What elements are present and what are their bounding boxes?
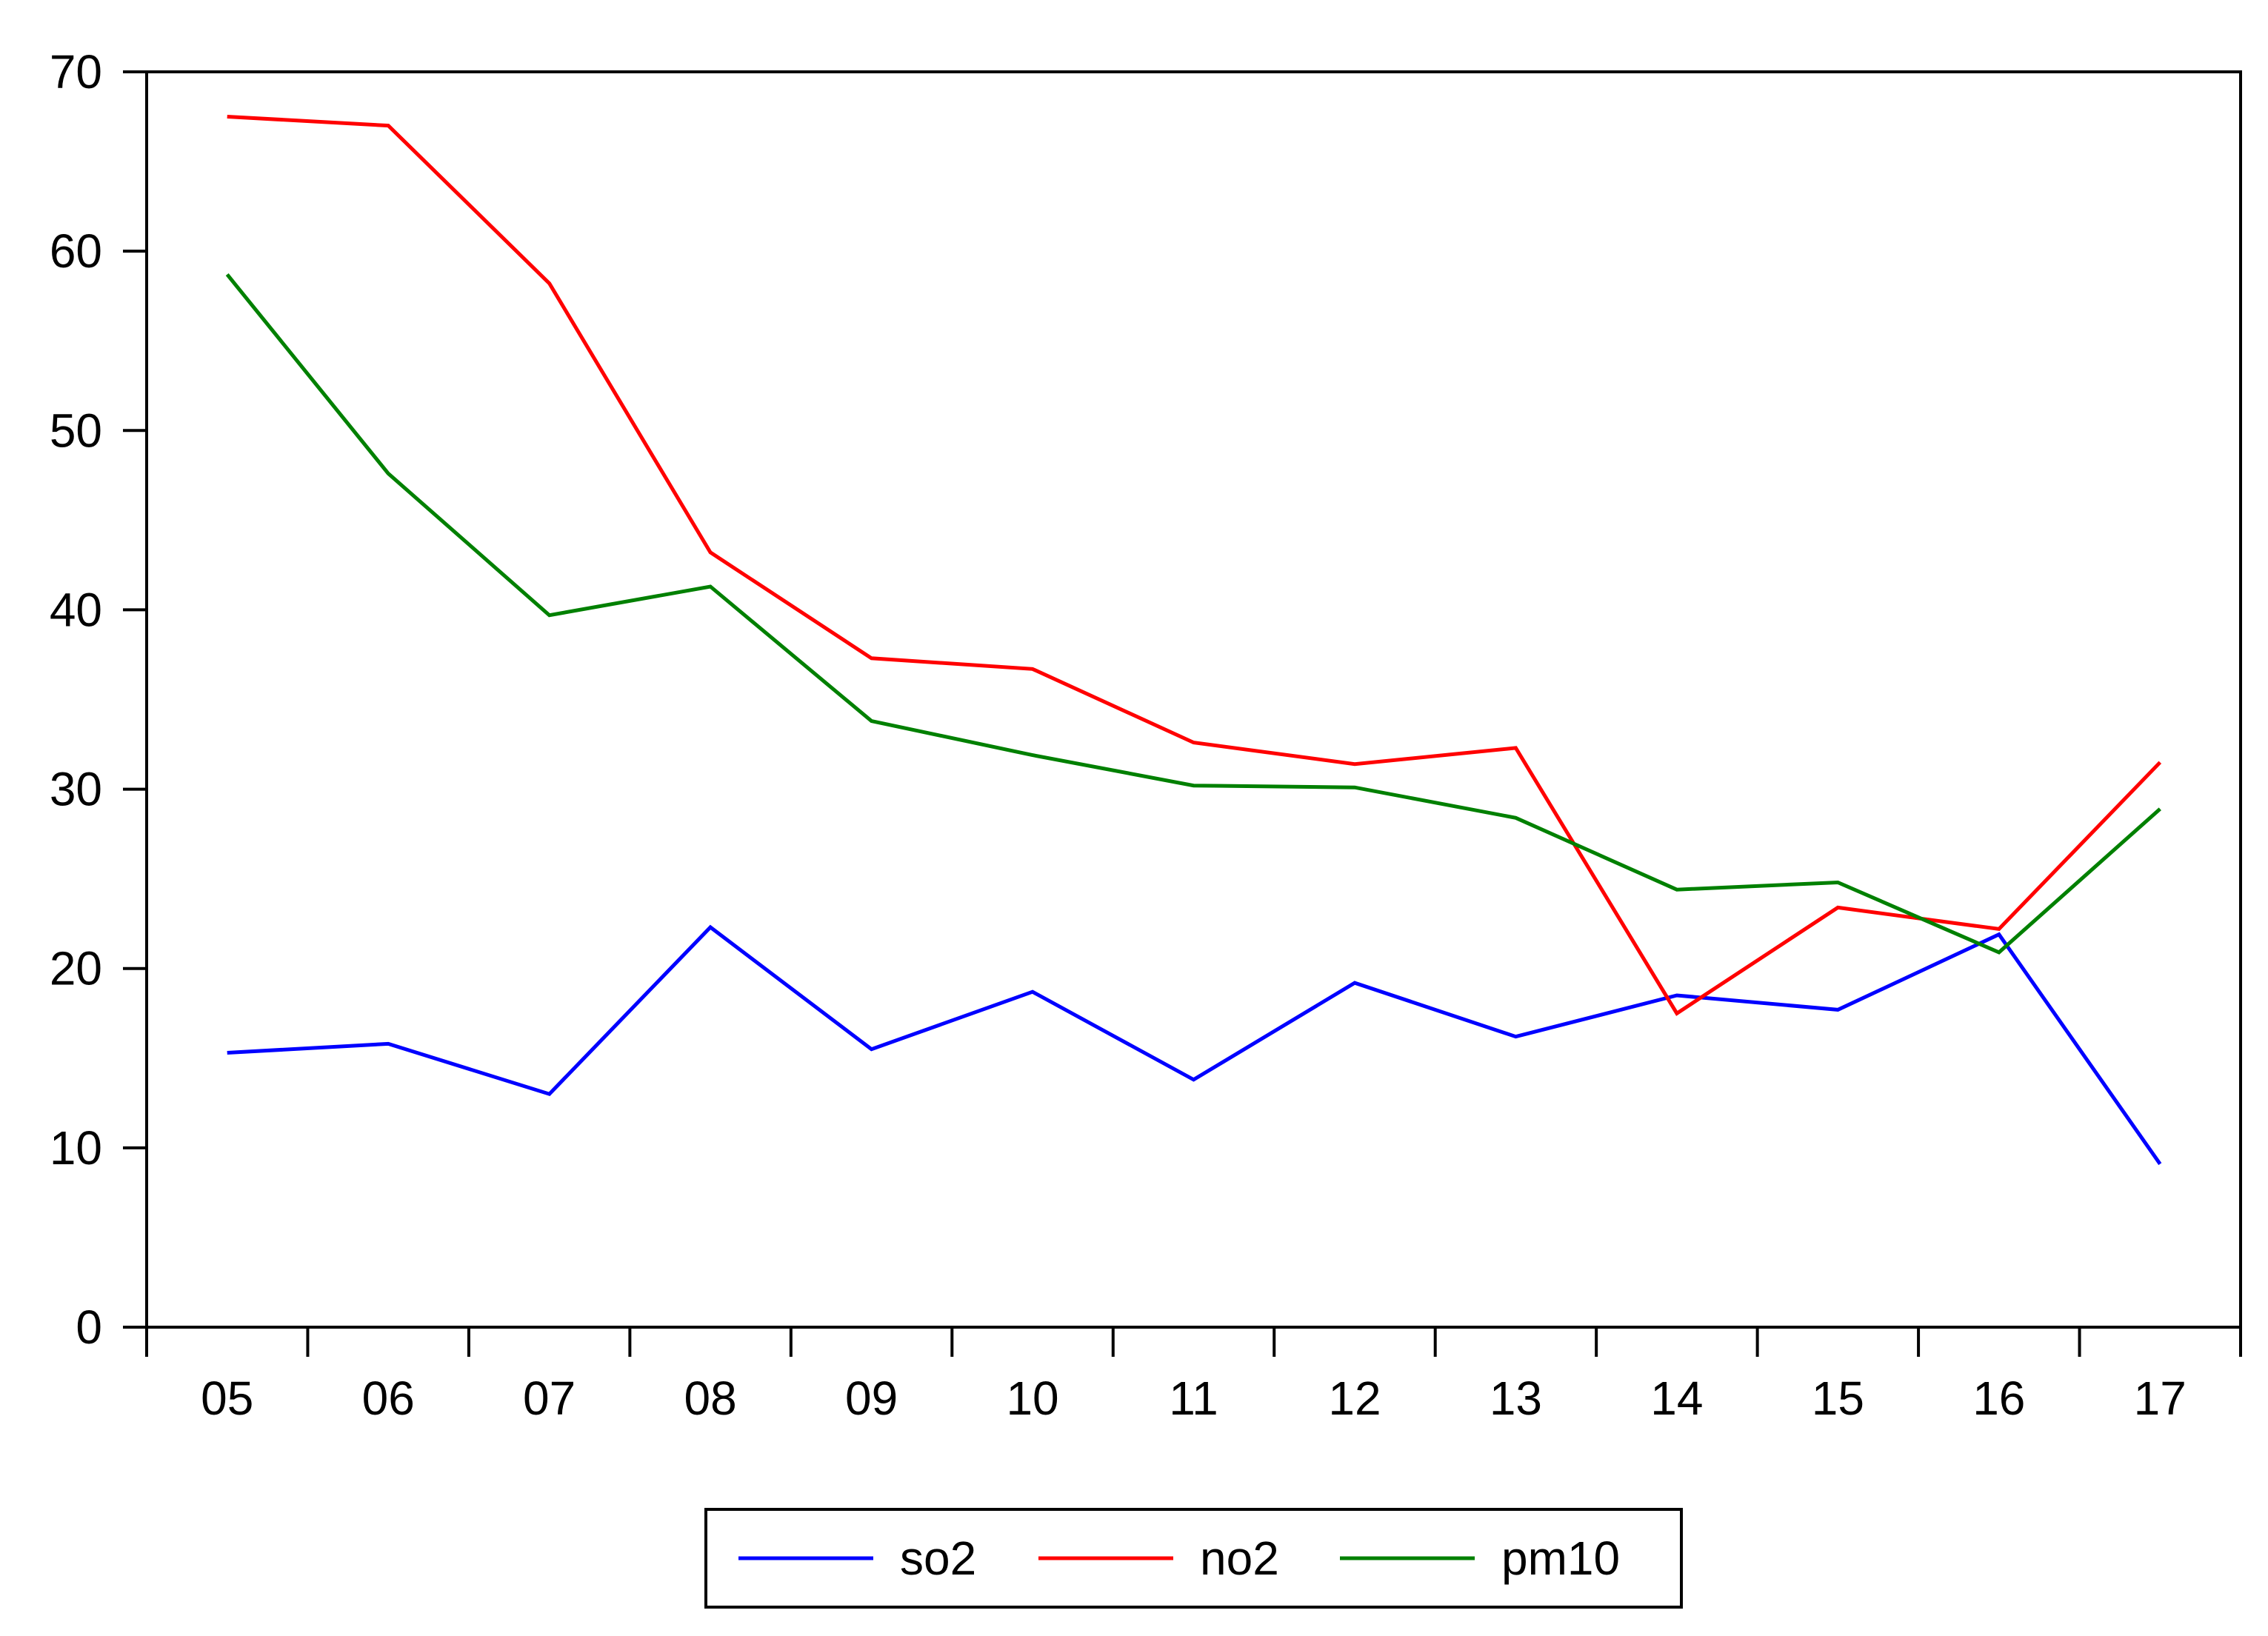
legend-label-so2: so2 xyxy=(900,1532,976,1585)
y-tick-label: 70 xyxy=(50,45,102,99)
x-tick-label: 13 xyxy=(1490,1372,1542,1425)
y-tick-label: 60 xyxy=(50,224,102,278)
x-tick-label: 16 xyxy=(1972,1372,2025,1425)
series-line-pm10 xyxy=(225,273,2161,955)
x-tick-label: 08 xyxy=(684,1372,737,1425)
x-tick-label: 09 xyxy=(845,1372,898,1425)
y-tick-label: 50 xyxy=(50,404,102,457)
x-tick-label: 06 xyxy=(362,1372,415,1425)
x-tick-label: 05 xyxy=(201,1372,253,1425)
x-tick-label: 11 xyxy=(1169,1372,1218,1425)
series-line-no2 xyxy=(227,115,2162,1016)
plot-frame xyxy=(145,70,2242,1329)
y-tick-label: 20 xyxy=(50,942,102,995)
x-tick-label: 15 xyxy=(1812,1372,1864,1425)
series-line-so2 xyxy=(227,924,2162,1166)
x-tick-label: 17 xyxy=(2134,1372,2187,1425)
x-tick-label: 14 xyxy=(1650,1372,1703,1425)
y-tick-label: 40 xyxy=(50,583,102,636)
y-axis: 0 10 20 30 40 50 60 70 xyxy=(50,45,147,1354)
x-tick-label: 10 xyxy=(1006,1372,1058,1425)
y-tick-label: 0 xyxy=(76,1301,102,1354)
x-axis: 05 06 07 08 09 10 11 12 13 14 15 16 17 xyxy=(145,1327,2242,1425)
legend-label-pm10: pm10 xyxy=(1501,1532,1620,1585)
legend-label-no2: no2 xyxy=(1200,1532,1279,1585)
legend: so2 no2 pm10 xyxy=(704,1508,1683,1609)
series-layer xyxy=(225,115,2162,1166)
y-tick-label: 10 xyxy=(50,1121,102,1175)
y-tick-label: 30 xyxy=(50,763,102,816)
x-tick-label: 07 xyxy=(523,1372,576,1425)
x-tick-label: 12 xyxy=(1328,1372,1381,1425)
